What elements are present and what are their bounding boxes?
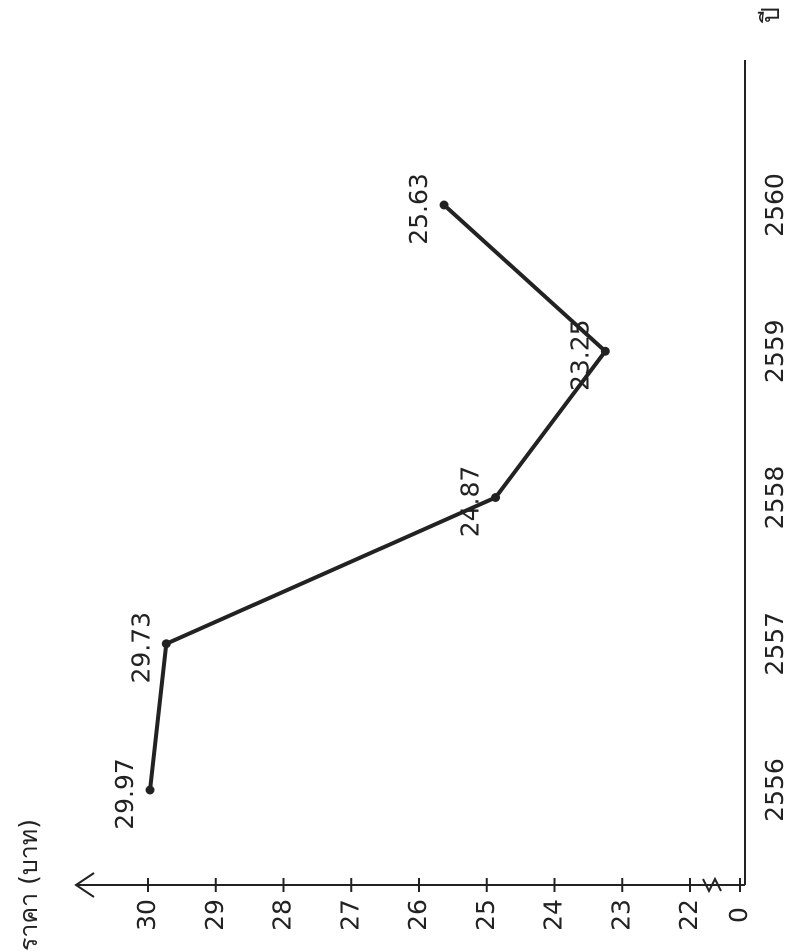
x-axis-label: ปี xyxy=(756,7,785,23)
x-tick-label: 2560 xyxy=(760,173,789,237)
data-point xyxy=(600,346,610,356)
x-tick-label: 2558 xyxy=(760,466,789,530)
data-line xyxy=(148,203,608,791)
axis-break xyxy=(702,876,722,894)
data-label: 23.25 xyxy=(565,319,594,391)
y-axis-arrow xyxy=(74,872,95,898)
data-point xyxy=(145,785,155,795)
x-tick-label: 2556 xyxy=(760,758,789,822)
data-point xyxy=(439,200,449,210)
y-tick-label: 30 xyxy=(132,899,161,931)
y-tick-label: 29 xyxy=(200,899,229,931)
y-tick-label: 27 xyxy=(335,899,364,931)
x-tick-label: 2559 xyxy=(760,319,789,383)
rotated-plot: ราคา (บาท) ปี 0 22 23 24 25 26 27 28 29 30 2556 255… xyxy=(14,7,789,951)
y-tick-label: 25 xyxy=(471,899,500,931)
data-point xyxy=(491,493,501,502)
data-label: 25.63 xyxy=(404,173,433,245)
data-label: 24.87 xyxy=(456,466,485,538)
y-tick-label: 24 xyxy=(539,899,568,931)
x-tick-label: 2557 xyxy=(760,612,789,676)
y-tick-label: 0 xyxy=(724,907,753,923)
data-point xyxy=(161,639,171,649)
y-tick-label: 23 xyxy=(606,899,635,931)
y-axis-label: ราคา (บาท) xyxy=(14,819,43,951)
data-label: 29.97 xyxy=(110,758,139,830)
y-tick-label: 28 xyxy=(268,899,297,931)
data-label: 29.73 xyxy=(126,612,155,684)
y-tick-label: 26 xyxy=(403,899,432,931)
y-tick-label: 22 xyxy=(674,899,703,931)
